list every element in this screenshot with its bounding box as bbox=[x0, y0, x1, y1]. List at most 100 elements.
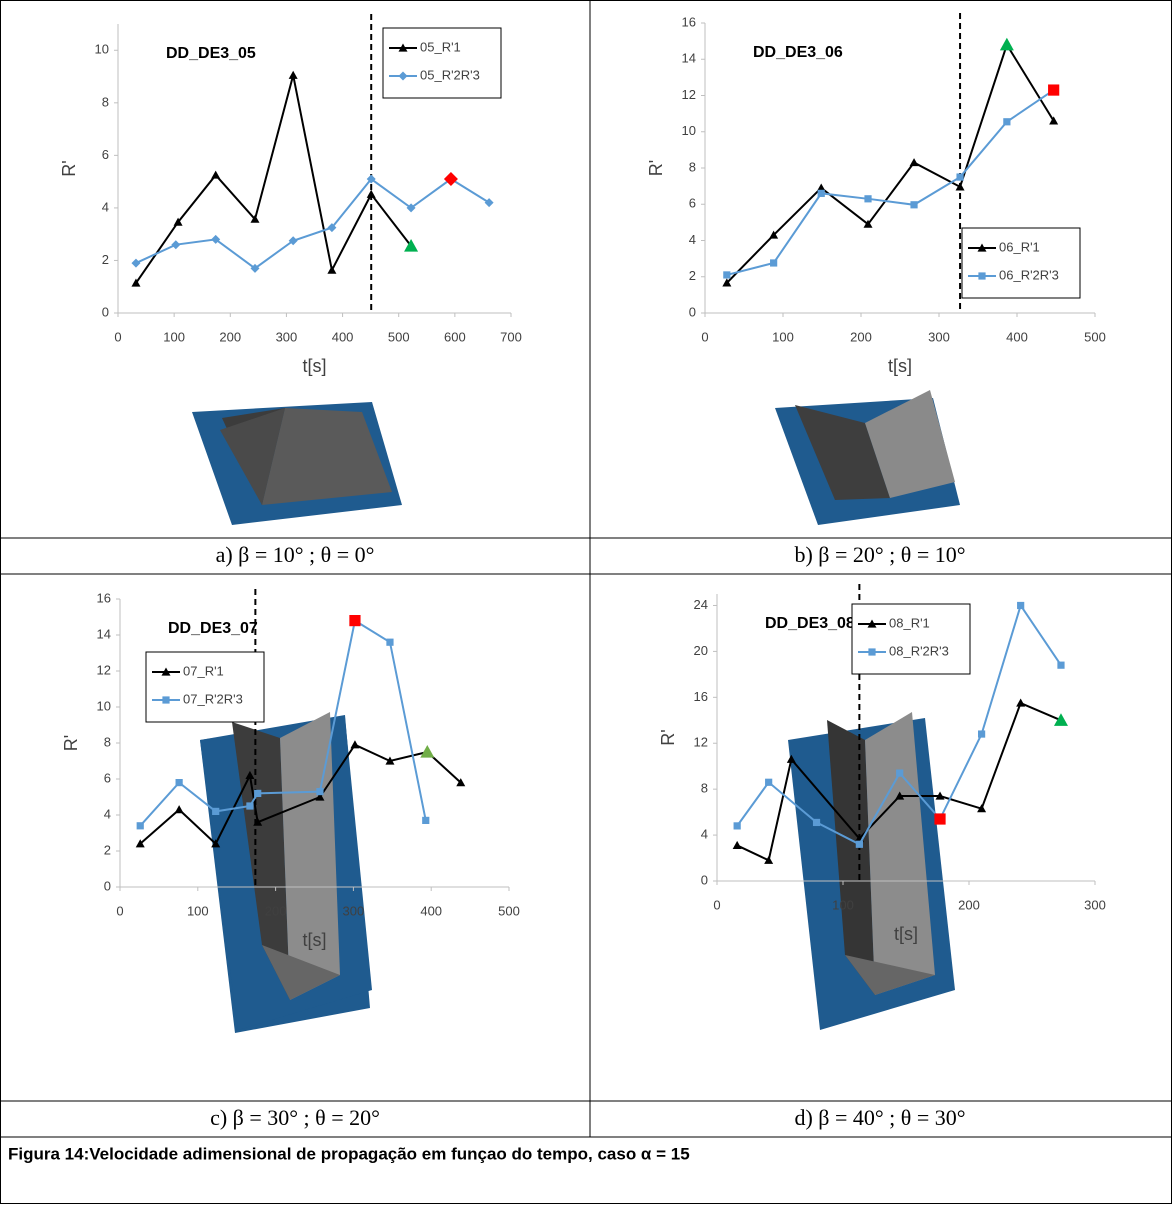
x-axis-label: t[s] bbox=[894, 924, 918, 944]
y-tick-label: 4 bbox=[689, 232, 696, 247]
marker bbox=[956, 182, 965, 190]
x-tick-label: 500 bbox=[498, 903, 520, 918]
marker bbox=[1017, 602, 1024, 609]
y-tick-label: 14 bbox=[97, 626, 111, 641]
x-tick-label: 300 bbox=[928, 329, 950, 344]
x-tick-label: 500 bbox=[1084, 329, 1106, 344]
y-axis-label: R' bbox=[646, 160, 666, 176]
y-tick-label: 0 bbox=[102, 304, 109, 319]
x-tick-label: 300 bbox=[1084, 897, 1106, 912]
y-tick-label: 20 bbox=[694, 643, 708, 658]
marker bbox=[367, 190, 376, 198]
x-tick-label: 500 bbox=[388, 329, 410, 344]
y-tick-label: 14 bbox=[682, 51, 696, 66]
y-tick-label: 10 bbox=[97, 698, 111, 713]
y-tick-label: 6 bbox=[102, 147, 109, 162]
y-tick-label: 6 bbox=[689, 196, 696, 211]
caption: d) β = 40° ; θ = 30° bbox=[794, 1105, 965, 1130]
figure: a) β = 10° ; θ = 0° b) β = 20° ; θ = 10°… bbox=[0, 0, 1172, 1204]
marker bbox=[813, 819, 820, 826]
marker bbox=[349, 615, 360, 626]
legend-marker bbox=[978, 272, 985, 279]
x-tick-label: 300 bbox=[276, 329, 298, 344]
y-axis-label: R' bbox=[59, 160, 79, 176]
caption: b) β = 20° ; θ = 10° bbox=[794, 542, 965, 567]
marker bbox=[1057, 662, 1064, 669]
pyramid-a bbox=[192, 402, 402, 525]
x-axis-label: t[s] bbox=[888, 356, 912, 376]
x-tick-label: 0 bbox=[114, 329, 121, 344]
marker bbox=[422, 817, 429, 824]
page: {"chart_data": [ {"type": "line", "title… bbox=[0, 0, 1172, 1204]
marker bbox=[289, 71, 298, 79]
y-tick-label: 24 bbox=[694, 597, 708, 612]
y-tick-label: 0 bbox=[104, 878, 111, 893]
marker bbox=[1000, 38, 1014, 51]
marker bbox=[733, 841, 742, 849]
marker bbox=[856, 841, 863, 848]
x-tick-label: 400 bbox=[1006, 329, 1028, 344]
marker bbox=[485, 198, 494, 207]
marker bbox=[734, 822, 741, 829]
caption: a) β = 10° ; θ = 0° bbox=[216, 542, 375, 567]
x-tick-label: 300 bbox=[343, 903, 365, 918]
legend-label: 05_R'1 bbox=[420, 39, 461, 54]
x-tick-label: 700 bbox=[500, 329, 522, 344]
marker bbox=[1048, 84, 1059, 95]
x-tick-label: 600 bbox=[444, 329, 466, 344]
chart-title: DD_DE3_08 bbox=[765, 615, 855, 632]
x-tick-label: 0 bbox=[701, 329, 708, 344]
x-tick-label: 100 bbox=[163, 329, 185, 344]
x-tick-label: 200 bbox=[265, 903, 287, 918]
marker bbox=[246, 802, 253, 809]
marker bbox=[420, 745, 434, 758]
pyramid-d bbox=[788, 712, 955, 1030]
chart-title: DD_DE3_07 bbox=[168, 620, 258, 637]
chart-title: DD_DE3_06 bbox=[753, 44, 843, 61]
y-tick-label: 0 bbox=[689, 304, 696, 319]
y-tick-label: 4 bbox=[701, 827, 708, 842]
marker bbox=[386, 639, 393, 646]
x-axis-label: t[s] bbox=[302, 930, 326, 950]
marker bbox=[956, 173, 963, 180]
y-tick-label: 10 bbox=[682, 123, 696, 138]
x-tick-label: 400 bbox=[420, 903, 442, 918]
marker bbox=[864, 195, 871, 202]
pyramid-c bbox=[200, 712, 372, 1033]
marker bbox=[444, 172, 458, 186]
y-tick-label: 8 bbox=[102, 94, 109, 109]
y-tick-label: 12 bbox=[682, 87, 696, 102]
y-axis-label: R' bbox=[61, 735, 81, 751]
x-tick-label: 100 bbox=[832, 897, 854, 912]
y-tick-label: 8 bbox=[689, 159, 696, 174]
marker bbox=[910, 201, 917, 208]
marker bbox=[818, 190, 825, 197]
x-tick-label: 400 bbox=[332, 329, 354, 344]
legend-label: 08_R'2R'3 bbox=[889, 643, 949, 658]
y-tick-label: 8 bbox=[701, 781, 708, 796]
marker bbox=[770, 259, 777, 266]
y-tick-label: 10 bbox=[95, 42, 109, 57]
marker bbox=[137, 822, 144, 829]
marker bbox=[171, 240, 180, 249]
marker bbox=[978, 730, 985, 737]
marker bbox=[910, 158, 919, 166]
marker bbox=[254, 790, 261, 797]
marker bbox=[175, 805, 184, 813]
table-borders bbox=[0, 0, 1172, 1204]
y-tick-label: 16 bbox=[694, 689, 708, 704]
x-tick-label: 100 bbox=[187, 903, 209, 918]
marker bbox=[212, 808, 219, 815]
y-tick-label: 4 bbox=[104, 806, 111, 821]
x-tick-label: 200 bbox=[850, 329, 872, 344]
y-axis-label: R' bbox=[658, 729, 678, 745]
y-tick-label: 8 bbox=[104, 734, 111, 749]
legend-marker bbox=[868, 648, 875, 655]
y-tick-label: 16 bbox=[682, 14, 696, 29]
legend-label: 07_R'2R'3 bbox=[183, 691, 243, 706]
y-tick-label: 2 bbox=[689, 268, 696, 283]
series-line bbox=[136, 179, 489, 268]
x-axis-label: t[s] bbox=[302, 356, 326, 376]
marker bbox=[211, 171, 220, 179]
x-tick-label: 200 bbox=[958, 897, 980, 912]
